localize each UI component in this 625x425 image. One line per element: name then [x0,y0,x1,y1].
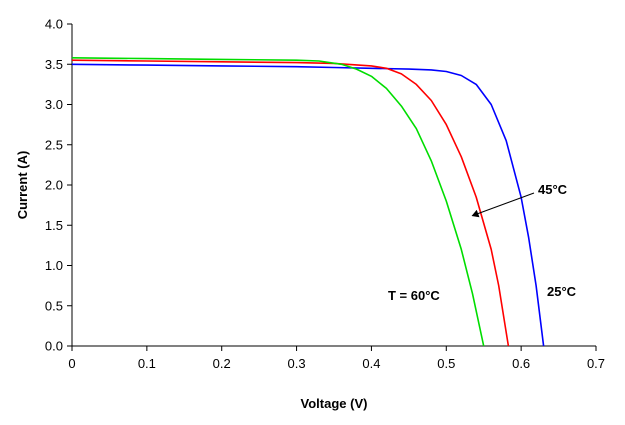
x-tick-label: 0.6 [512,356,530,371]
annotation-label-45c: 45°C [538,182,568,197]
annotations: 45°C 25°C T = 60°C [388,182,577,303]
x-tick-label: 0.3 [288,356,306,371]
plot-area [72,24,596,346]
annotation-arrow-45c [471,192,535,218]
x-tick-label: 0 [68,356,75,371]
series-layer [71,57,545,347]
series-line-red [71,59,510,347]
y-tick-label: 2.5 [45,137,63,152]
x-tick-label: 0.1 [138,356,156,371]
x-tick-label: 0.5 [437,356,455,371]
y-tick-label: 1.5 [45,218,63,233]
y-tick-label: 1.0 [45,258,63,273]
y-tick-label: 3.0 [45,97,63,112]
y-tick-label: 0.5 [45,298,63,313]
series-line-blue [71,63,545,347]
axes: 0 0.1 0.2 0.3 0.4 0.5 0.6 0.7 0.0 0.5 1.0 1.5 2.0 2.5… [45,17,605,372]
annotation-label-60c: T = 60°C [388,288,440,303]
x-tick-label: 0.7 [587,356,605,371]
series-line-green [71,57,485,347]
x-axis-title: Voltage (V) [301,396,368,411]
y-tick-label: 0.0 [45,339,63,354]
y-axis-title: Current (A) [15,151,30,220]
x-tick-label: 0.2 [213,356,231,371]
y-tick-label: 2.0 [45,178,63,193]
y-tick-label: 3.5 [45,57,63,72]
annotation-label-25c: 25°C [547,284,577,299]
y-tick-label: 4.0 [45,17,63,32]
x-tick-label: 0.4 [362,356,380,371]
